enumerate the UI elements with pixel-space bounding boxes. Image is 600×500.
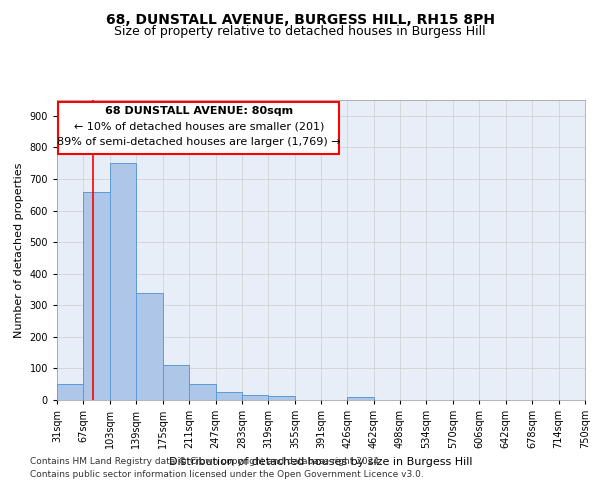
Bar [57,384,83,400]
Text: 68, DUNSTALL AVENUE, BURGESS HILL, RH15 8PH: 68, DUNSTALL AVENUE, BURGESS HILL, RH15 … [106,12,494,26]
Text: Contains HM Land Registry data © Crown copyright and database right 2024.: Contains HM Land Registry data © Crown c… [30,458,382,466]
Text: Size of property relative to detached houses in Burgess Hill: Size of property relative to detached ho… [114,25,486,38]
Bar [347,398,374,400]
Text: Contains public sector information licensed under the Open Government Licence v3: Contains public sector information licen… [30,470,424,479]
Bar [110,163,136,400]
Text: ← 10% of detached houses are smaller (201): ← 10% of detached houses are smaller (20… [74,122,324,132]
Bar [268,396,295,400]
Bar [136,292,163,400]
Y-axis label: Number of detached properties: Number of detached properties [14,162,24,338]
FancyBboxPatch shape [58,102,339,154]
Bar [215,392,242,400]
Text: 68 DUNSTALL AVENUE: 80sqm: 68 DUNSTALL AVENUE: 80sqm [104,106,293,116]
X-axis label: Distribution of detached houses by size in Burgess Hill: Distribution of detached houses by size … [169,456,473,466]
Text: 89% of semi-detached houses are larger (1,769) →: 89% of semi-detached houses are larger (… [57,137,341,147]
Bar [189,384,215,400]
Bar [83,192,110,400]
Bar [163,366,189,400]
Bar [242,396,268,400]
